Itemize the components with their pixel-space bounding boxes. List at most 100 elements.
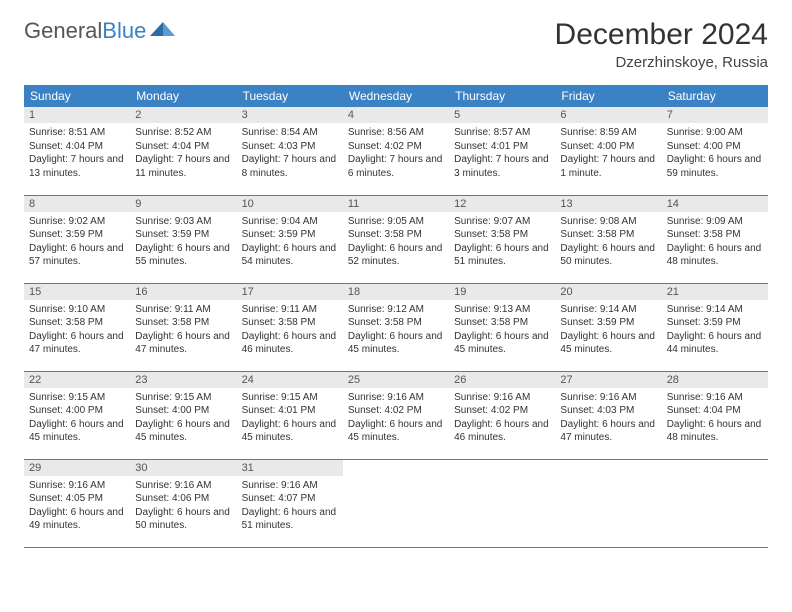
logo-text-1: General — [24, 18, 102, 44]
calendar-cell: 28Sunrise: 9:16 AMSunset: 4:04 PMDayligh… — [662, 371, 768, 459]
calendar-cell: 13Sunrise: 9:08 AMSunset: 3:58 PMDayligh… — [555, 195, 661, 283]
day-details: Sunrise: 9:05 AMSunset: 3:58 PMDaylight:… — [343, 212, 449, 274]
day-details: Sunrise: 9:16 AMSunset: 4:02 PMDaylight:… — [449, 388, 555, 450]
weekday-header: Friday — [555, 85, 661, 107]
day-details: Sunrise: 9:16 AMSunset: 4:06 PMDaylight:… — [130, 476, 236, 538]
calendar-cell: 3Sunrise: 8:54 AMSunset: 4:03 PMDaylight… — [237, 107, 343, 195]
day-details: Sunrise: 9:03 AMSunset: 3:59 PMDaylight:… — [130, 212, 236, 274]
calendar-cell — [343, 459, 449, 547]
day-details: Sunrise: 9:14 AMSunset: 3:59 PMDaylight:… — [555, 300, 661, 362]
calendar-cell: 11Sunrise: 9:05 AMSunset: 3:58 PMDayligh… — [343, 195, 449, 283]
calendar-cell: 27Sunrise: 9:16 AMSunset: 4:03 PMDayligh… — [555, 371, 661, 459]
calendar-cell: 30Sunrise: 9:16 AMSunset: 4:06 PMDayligh… — [130, 459, 236, 547]
day-number: 27 — [555, 372, 661, 388]
day-number: 16 — [130, 284, 236, 300]
calendar-cell: 16Sunrise: 9:11 AMSunset: 3:58 PMDayligh… — [130, 283, 236, 371]
day-details: Sunrise: 9:11 AMSunset: 3:58 PMDaylight:… — [237, 300, 343, 362]
calendar-row: 8Sunrise: 9:02 AMSunset: 3:59 PMDaylight… — [24, 195, 768, 283]
calendar-cell: 2Sunrise: 8:52 AMSunset: 4:04 PMDaylight… — [130, 107, 236, 195]
weekday-header: Tuesday — [237, 85, 343, 107]
day-number: 2 — [130, 107, 236, 123]
calendar-cell: 8Sunrise: 9:02 AMSunset: 3:59 PMDaylight… — [24, 195, 130, 283]
day-number: 3 — [237, 107, 343, 123]
logo: GeneralBlue — [24, 18, 176, 44]
day-number: 21 — [662, 284, 768, 300]
day-details: Sunrise: 9:07 AMSunset: 3:58 PMDaylight:… — [449, 212, 555, 274]
day-number: 7 — [662, 107, 768, 123]
day-details: Sunrise: 9:16 AMSunset: 4:03 PMDaylight:… — [555, 388, 661, 450]
calendar-cell: 31Sunrise: 9:16 AMSunset: 4:07 PMDayligh… — [237, 459, 343, 547]
day-details: Sunrise: 9:16 AMSunset: 4:02 PMDaylight:… — [343, 388, 449, 450]
day-number: 6 — [555, 107, 661, 123]
calendar-row: 22Sunrise: 9:15 AMSunset: 4:00 PMDayligh… — [24, 371, 768, 459]
calendar-cell — [555, 459, 661, 547]
day-number: 24 — [237, 372, 343, 388]
day-number: 26 — [449, 372, 555, 388]
header: GeneralBlue December 2024 Dzerzhinskoye,… — [24, 18, 768, 71]
calendar-cell: 29Sunrise: 9:16 AMSunset: 4:05 PMDayligh… — [24, 459, 130, 547]
day-details: Sunrise: 9:13 AMSunset: 3:58 PMDaylight:… — [449, 300, 555, 362]
day-details: Sunrise: 9:16 AMSunset: 4:04 PMDaylight:… — [662, 388, 768, 450]
calendar-cell: 10Sunrise: 9:04 AMSunset: 3:59 PMDayligh… — [237, 195, 343, 283]
month-title: December 2024 — [555, 18, 768, 52]
day-number: 11 — [343, 196, 449, 212]
calendar-cell: 24Sunrise: 9:15 AMSunset: 4:01 PMDayligh… — [237, 371, 343, 459]
day-number: 15 — [24, 284, 130, 300]
day-details: Sunrise: 8:56 AMSunset: 4:02 PMDaylight:… — [343, 123, 449, 185]
calendar-cell: 20Sunrise: 9:14 AMSunset: 3:59 PMDayligh… — [555, 283, 661, 371]
day-details: Sunrise: 9:15 AMSunset: 4:01 PMDaylight:… — [237, 388, 343, 450]
weekday-header: Monday — [130, 85, 236, 107]
day-details: Sunrise: 8:52 AMSunset: 4:04 PMDaylight:… — [130, 123, 236, 185]
day-details: Sunrise: 9:11 AMSunset: 3:58 PMDaylight:… — [130, 300, 236, 362]
day-number: 23 — [130, 372, 236, 388]
day-details: Sunrise: 9:14 AMSunset: 3:59 PMDaylight:… — [662, 300, 768, 362]
calendar-cell: 19Sunrise: 9:13 AMSunset: 3:58 PMDayligh… — [449, 283, 555, 371]
day-number: 20 — [555, 284, 661, 300]
calendar-row: 1Sunrise: 8:51 AMSunset: 4:04 PMDaylight… — [24, 107, 768, 195]
location: Dzerzhinskoye, Russia — [555, 54, 768, 71]
title-block: December 2024 Dzerzhinskoye, Russia — [555, 18, 768, 71]
weekday-header-row: Sunday Monday Tuesday Wednesday Thursday… — [24, 85, 768, 107]
day-details: Sunrise: 9:02 AMSunset: 3:59 PMDaylight:… — [24, 212, 130, 274]
weekday-header: Sunday — [24, 85, 130, 107]
day-number: 9 — [130, 196, 236, 212]
day-number: 18 — [343, 284, 449, 300]
calendar-cell — [449, 459, 555, 547]
day-details: Sunrise: 9:16 AMSunset: 4:05 PMDaylight:… — [24, 476, 130, 538]
calendar-cell: 18Sunrise: 9:12 AMSunset: 3:58 PMDayligh… — [343, 283, 449, 371]
day-number: 25 — [343, 372, 449, 388]
logo-mark-icon — [150, 18, 176, 44]
calendar-cell: 6Sunrise: 8:59 AMSunset: 4:00 PMDaylight… — [555, 107, 661, 195]
calendar-cell: 25Sunrise: 9:16 AMSunset: 4:02 PMDayligh… — [343, 371, 449, 459]
day-details: Sunrise: 9:12 AMSunset: 3:58 PMDaylight:… — [343, 300, 449, 362]
logo-text-2: Blue — [102, 18, 146, 44]
day-details: Sunrise: 9:09 AMSunset: 3:58 PMDaylight:… — [662, 212, 768, 274]
calendar-cell: 21Sunrise: 9:14 AMSunset: 3:59 PMDayligh… — [662, 283, 768, 371]
day-number: 29 — [24, 460, 130, 476]
day-details: Sunrise: 8:54 AMSunset: 4:03 PMDaylight:… — [237, 123, 343, 185]
calendar-cell: 15Sunrise: 9:10 AMSunset: 3:58 PMDayligh… — [24, 283, 130, 371]
day-number: 12 — [449, 196, 555, 212]
calendar-cell: 5Sunrise: 8:57 AMSunset: 4:01 PMDaylight… — [449, 107, 555, 195]
day-number: 8 — [24, 196, 130, 212]
weekday-header: Saturday — [662, 85, 768, 107]
day-details: Sunrise: 8:51 AMSunset: 4:04 PMDaylight:… — [24, 123, 130, 185]
day-details: Sunrise: 9:04 AMSunset: 3:59 PMDaylight:… — [237, 212, 343, 274]
day-details: Sunrise: 8:57 AMSunset: 4:01 PMDaylight:… — [449, 123, 555, 185]
weekday-header: Thursday — [449, 85, 555, 107]
day-number: 30 — [130, 460, 236, 476]
day-details: Sunrise: 9:16 AMSunset: 4:07 PMDaylight:… — [237, 476, 343, 538]
calendar-cell: 14Sunrise: 9:09 AMSunset: 3:58 PMDayligh… — [662, 195, 768, 283]
day-details: Sunrise: 9:10 AMSunset: 3:58 PMDaylight:… — [24, 300, 130, 362]
day-details: Sunrise: 9:08 AMSunset: 3:58 PMDaylight:… — [555, 212, 661, 274]
day-number: 5 — [449, 107, 555, 123]
day-number: 22 — [24, 372, 130, 388]
day-number: 31 — [237, 460, 343, 476]
calendar-body: 1Sunrise: 8:51 AMSunset: 4:04 PMDaylight… — [24, 107, 768, 547]
calendar-table: Sunday Monday Tuesday Wednesday Thursday… — [24, 85, 768, 548]
calendar-cell: 4Sunrise: 8:56 AMSunset: 4:02 PMDaylight… — [343, 107, 449, 195]
calendar-cell: 1Sunrise: 8:51 AMSunset: 4:04 PMDaylight… — [24, 107, 130, 195]
day-number: 28 — [662, 372, 768, 388]
day-number: 13 — [555, 196, 661, 212]
calendar-cell: 7Sunrise: 9:00 AMSunset: 4:00 PMDaylight… — [662, 107, 768, 195]
